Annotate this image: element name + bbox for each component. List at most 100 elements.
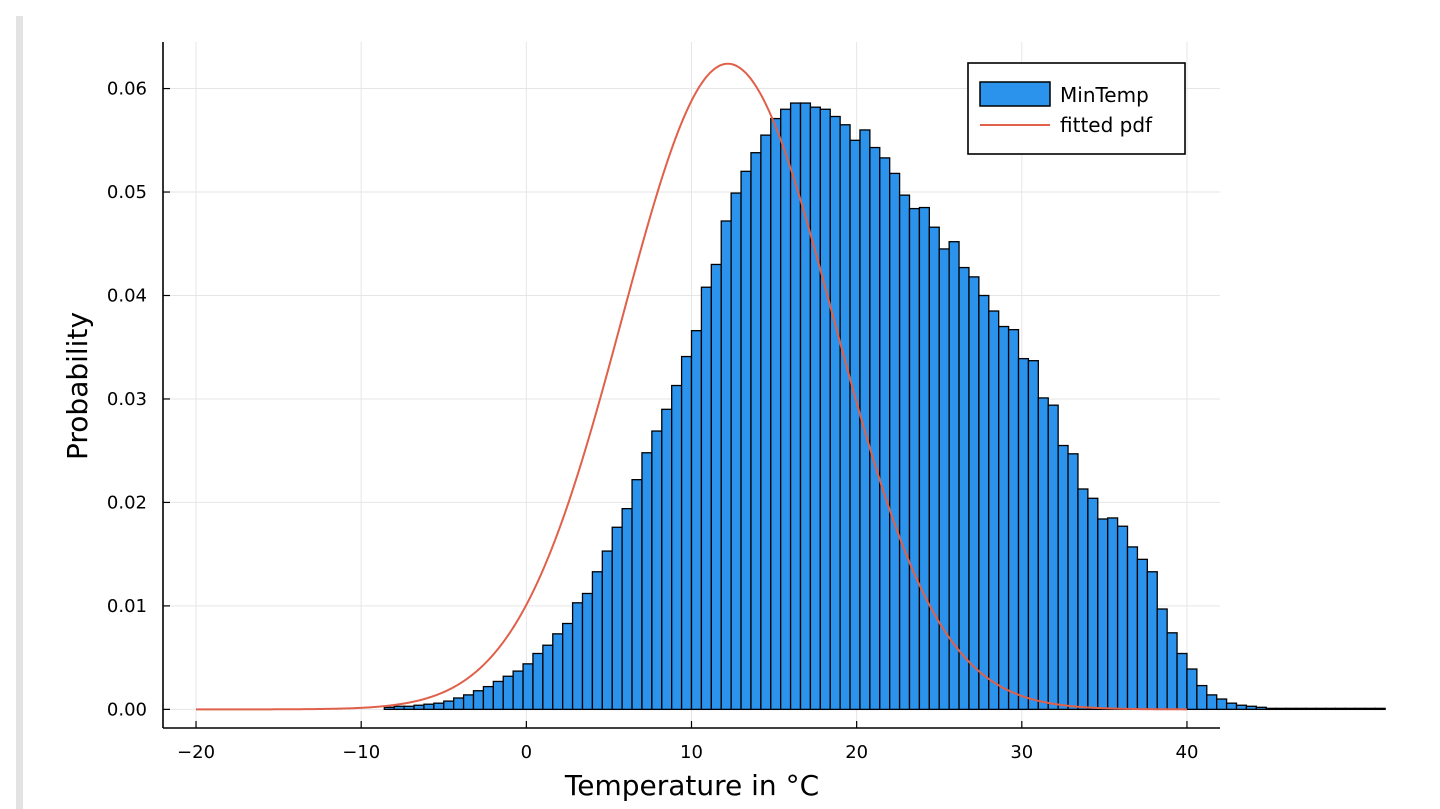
histogram-bar [1087,497,1099,711]
histogram-bar [1245,705,1257,711]
histogram-bar [631,479,643,711]
histogram-bar [1285,707,1297,711]
histogram-bar [611,526,623,711]
y-axis-title: Probability [61,312,94,460]
histogram-bar [1186,668,1198,711]
legend-label-mintemp: MinTemp [1060,83,1149,107]
y-tick-label: 0.05 [107,182,147,203]
histogram-bar [671,384,683,711]
histogram-bar [641,452,653,711]
histogram-bar [958,266,970,711]
histogram-bar [403,705,415,711]
pdf-layer [196,62,1187,711]
legend-box [967,62,1186,155]
legend-swatch-mintemp [979,81,1051,107]
histogram-bar [1374,707,1386,711]
histogram-bar [571,602,584,711]
x-tick-label: −20 [177,742,215,763]
histogram-bar [542,644,554,711]
histogram-bar [998,325,1010,711]
histogram-bar [1146,571,1158,711]
y-tick-labels: 0.00 0.01 0.02 0.03 0.04 0.05 0.06 [107,79,147,721]
histogram-bar [1325,707,1337,711]
histogram-bar [423,703,435,711]
histogram-bar [1216,698,1228,711]
histogram-bar [690,330,703,711]
histogram-bar [601,550,613,711]
histogram-bar [433,702,445,711]
histogram-bar [443,700,455,711]
histogram-bar [1354,707,1366,711]
histogram-bar [968,276,980,711]
histogram-bar [591,571,603,711]
histogram-bar [1344,707,1357,711]
histogram-bar [502,675,514,711]
histogram-bar [522,663,534,711]
histogram-bar [978,294,990,711]
histogram-bar [1007,328,1020,711]
histogram-bar [988,310,1000,711]
histogram-bar [1334,707,1347,711]
histogram-bar [799,102,812,711]
x-tick-label: 40 [1176,742,1199,763]
histogram-bar [760,134,772,711]
histogram-bar [750,152,762,711]
histogram-bar [1176,652,1188,711]
histogram-bar [621,507,633,711]
histogram-bar [770,117,782,711]
histogram-bar [472,690,485,711]
histogram-bar [413,704,425,711]
histogram-bar [512,670,524,711]
histogram-bar [532,652,544,711]
histogram-bar [1057,444,1069,711]
histogram-bar [1037,397,1049,711]
histogram-bar [889,172,901,711]
histogram-bar [879,157,891,711]
histogram-bar [680,355,693,711]
histogram-bar [1047,404,1059,711]
y-tick-label: 0.00 [107,699,147,720]
histogram-bar [462,694,475,711]
histogram-bar [849,139,861,711]
histogram-bar [1305,707,1317,711]
histogram-bar [1067,453,1079,711]
histogram-bar [393,705,405,711]
histogram-bar [829,115,841,711]
histogram-bar [492,680,504,711]
histogram-bar [1225,702,1238,711]
histogram-bar [1126,546,1139,711]
histogram-bar [730,192,742,711]
x-tick-label: 20 [845,742,868,763]
histogram-bar [1077,488,1089,711]
histogram-bar [1235,704,1248,711]
histogram-bar [1295,707,1307,711]
x-tick-label: 30 [1010,742,1033,763]
histogram-bars [383,102,1386,711]
histogram-bar [938,248,950,711]
histogram-bar [453,697,465,711]
histogram-bar [1206,694,1218,711]
histogram-bar [1027,360,1039,711]
histogram-bar [918,206,930,711]
histogram-bar [839,124,851,711]
histogram-bar [661,408,673,711]
x-tick-label: −10 [342,742,380,763]
histogram-bar [898,194,911,711]
histogram-bar [581,592,594,711]
y-tick-label: 0.04 [107,285,147,306]
histogram-bar [928,226,940,711]
histogram-bar [1315,707,1327,711]
histogram-bar [908,207,921,711]
histogram-bar [1097,518,1109,711]
y-tick-label: 0.02 [107,492,147,513]
histogram-bar [780,108,792,711]
histogram-bar [562,622,574,711]
x-tick-labels: −20 −10 0 10 20 30 40 [177,742,1198,763]
histogram-bar [1255,706,1267,711]
y-tick-label: 0.01 [107,596,147,617]
y-tick-label: 0.06 [107,79,147,100]
histogram-bar [1166,632,1178,711]
histogram-bar [720,220,732,711]
y-tick-label: 0.03 [107,389,147,410]
